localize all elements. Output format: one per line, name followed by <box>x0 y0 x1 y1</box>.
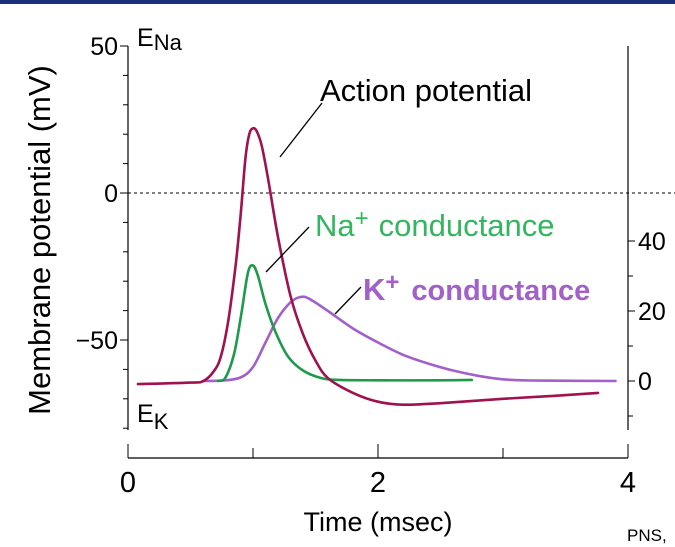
right-tick-label: 0 <box>638 368 652 396</box>
x-tick-label: 0 <box>120 467 136 499</box>
ek-label-text: EK <box>137 400 169 434</box>
left-tick-label: −50 <box>76 327 118 355</box>
ena-label-e: E <box>137 24 154 52</box>
k-conductance-label: K+ conductance <box>363 269 590 307</box>
na-conductance-leader <box>265 226 310 273</box>
ek-label-e: E <box>137 400 154 428</box>
action-potential-label: Action potential <box>320 73 532 108</box>
na-ion: Na <box>315 208 355 243</box>
k-ion: K <box>363 272 386 307</box>
left-axis-ticks: 50 0 −50 <box>76 33 128 429</box>
x-axis-ticks: 0 2 4 <box>120 444 636 499</box>
x-tick-label: 4 <box>620 467 636 499</box>
k-conductance-curve <box>201 295 617 383</box>
left-y-axis: Membrane potential (mV) <box>22 46 129 430</box>
k-word: conductance <box>411 275 590 307</box>
ek-label-sub: K <box>154 409 169 434</box>
na-word: conductance <box>379 208 555 243</box>
x-label: Time (msec) <box>304 507 453 537</box>
ena-label-text: ENa <box>137 24 183 55</box>
action-potential-leader <box>279 102 323 158</box>
left-tick-label: 0 <box>104 180 118 208</box>
y-label: Membrane potential (mV) <box>22 65 57 415</box>
ena-label: ENa <box>137 24 183 55</box>
right-tick-label: 20 <box>638 298 666 326</box>
top-border-bar <box>0 0 675 4</box>
action-potential-curve <box>136 126 600 407</box>
source-footer: PNS, <box>627 526 667 545</box>
series-layer <box>136 126 617 407</box>
left-tick-label: 50 <box>90 33 118 61</box>
na-conductance-curve <box>216 263 474 383</box>
ek-label: EK <box>137 400 169 434</box>
x-tick-label: 2 <box>370 467 386 499</box>
right-axis-ticks: 40 20 0 <box>628 228 666 417</box>
right-tick-label: 40 <box>638 228 666 256</box>
k-charge: + <box>385 269 399 296</box>
na-charge: + <box>355 205 369 232</box>
na-conductance-label: Na+ conductance <box>315 205 554 243</box>
ena-label-sub: Na <box>154 30 183 55</box>
k-conductance-leader <box>334 286 362 315</box>
